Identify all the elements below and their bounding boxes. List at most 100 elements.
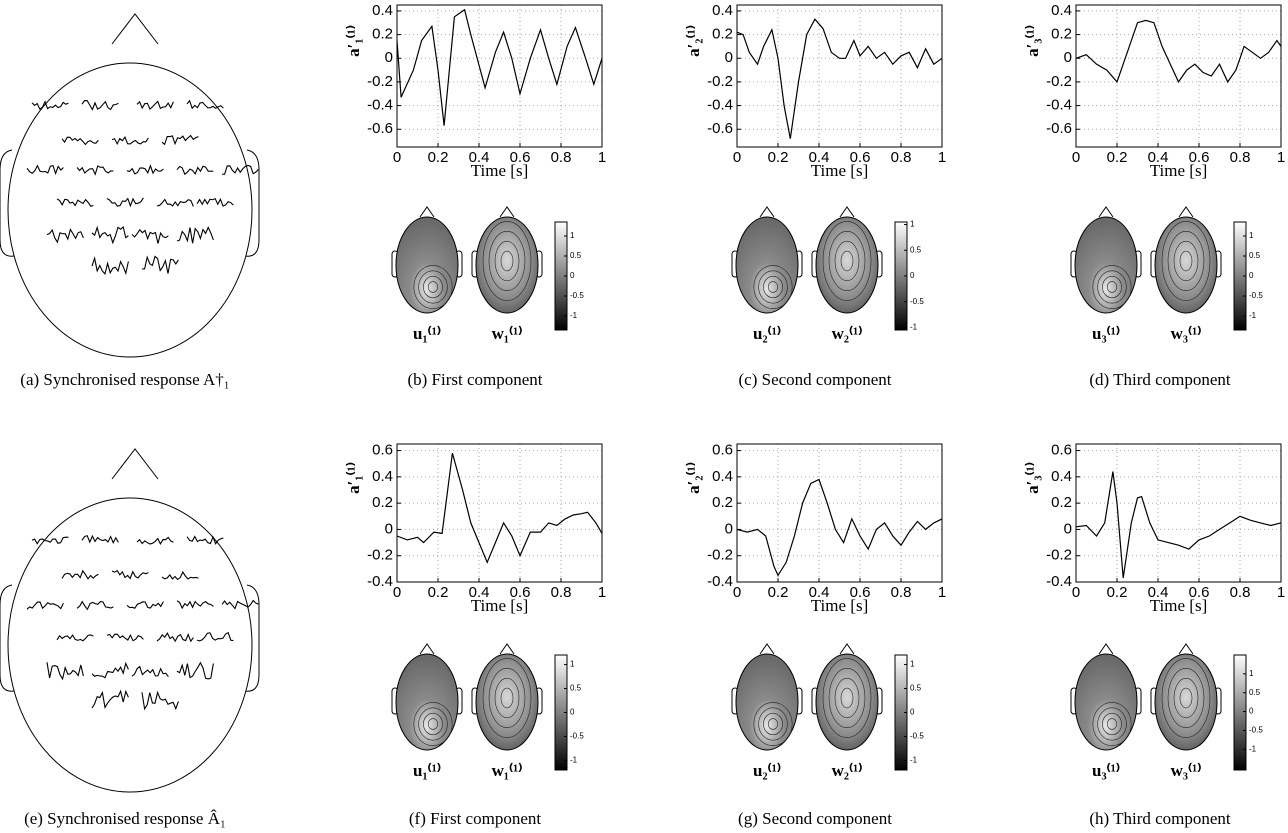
colorbar-tick-label: 1	[910, 220, 915, 229]
y-tick-label: 0.2	[712, 26, 733, 43]
eeg-trace	[91, 225, 129, 245]
contour	[1161, 221, 1211, 301]
line	[396, 453, 603, 564]
y-tick-label: 0.6	[1051, 442, 1072, 459]
eeg-trace	[131, 228, 169, 244]
plot-frame	[1075, 443, 1282, 583]
x-tick-label: 0.2	[1107, 584, 1128, 601]
x-tick-label: 0.4	[1148, 584, 1169, 601]
eeg-trace	[126, 601, 164, 609]
x-tick-label: 0.4	[809, 584, 830, 601]
x-tick-label: 0.4	[809, 149, 830, 166]
eeg-trace	[186, 535, 224, 545]
eeg-trace	[156, 198, 194, 207]
contour	[753, 265, 793, 309]
x-tick-label: 0.2	[768, 149, 789, 166]
contour	[1161, 658, 1211, 738]
colorbar-tick-label: 1	[570, 660, 575, 669]
line	[736, 478, 943, 577]
colorbar-tick-label: 0	[910, 271, 915, 280]
eeg-trace	[136, 100, 174, 111]
x-tick-label: 0	[733, 584, 741, 601]
map-label: w₁⁽¹⁾	[492, 324, 523, 343]
eeg-trace	[61, 136, 99, 146]
colorbar-tick-label: -1	[570, 756, 578, 765]
topomap	[1154, 216, 1218, 314]
y-tick-label: 0.2	[372, 26, 393, 43]
map-nose	[1098, 643, 1114, 655]
eeg-trace	[136, 536, 174, 545]
contour	[427, 281, 439, 293]
y-tick-label: 0.4	[712, 2, 733, 19]
colorbar-tick-label: -1	[1249, 744, 1257, 753]
contour	[500, 687, 514, 709]
eeg-trace	[76, 600, 114, 611]
y-tick-label: -0.4	[367, 97, 393, 114]
y-tick-label: -0.6	[1046, 120, 1072, 137]
x-tick-label: 0	[393, 149, 401, 166]
eeg-trace	[76, 165, 114, 176]
colorbar-tick-label: 0.5	[1249, 251, 1261, 260]
eeg-trace	[131, 665, 169, 678]
contour	[500, 250, 514, 272]
colorbar-tick-label: -1	[570, 311, 578, 320]
map-nose	[419, 206, 435, 218]
contour	[763, 712, 783, 736]
contour	[828, 667, 866, 728]
contour	[427, 718, 439, 730]
eeg-trace	[196, 197, 234, 207]
eeg-trace	[91, 256, 129, 276]
caption: (g) Second component	[738, 809, 892, 828]
line	[396, 8, 603, 126]
x-tick-label: 1	[938, 149, 946, 166]
x-tick-label: 0	[733, 149, 741, 166]
eeg-trace	[81, 100, 119, 111]
map-label: u₁⁽¹⁾	[413, 761, 441, 780]
contour	[1173, 677, 1199, 719]
colorbar-tick-label: -1	[1249, 311, 1257, 320]
eeg-trace	[176, 226, 214, 244]
contour	[423, 712, 443, 736]
colorbar-tick-label: 0	[570, 708, 575, 717]
colorbar-tick-label: 0.5	[910, 684, 922, 693]
caption: (c) Second component	[739, 370, 892, 389]
eeg-trace	[26, 601, 64, 610]
eeg-trace	[91, 661, 129, 679]
y-tick-label: 0.6	[372, 442, 393, 459]
map-label: w₁⁽¹⁾	[492, 761, 523, 780]
contour	[1102, 712, 1122, 736]
x-tick-label: 0.2	[428, 584, 449, 601]
contour	[1167, 231, 1205, 292]
contour	[1106, 718, 1118, 730]
eeg-trace	[141, 690, 179, 711]
map-nose	[1178, 206, 1194, 218]
eeg-trace	[26, 164, 64, 176]
y-tick-label: 0.2	[1051, 494, 1072, 511]
map-nose	[839, 643, 855, 655]
plot-frame	[736, 4, 943, 148]
eeg-trace	[56, 198, 94, 208]
topomap	[1154, 653, 1218, 751]
contour	[1179, 250, 1193, 272]
contour	[413, 265, 453, 309]
x-tick-label: 0.2	[1107, 149, 1128, 166]
contour	[840, 250, 854, 272]
contour	[758, 270, 788, 304]
y-tick-label: -0.4	[1046, 97, 1072, 114]
y-tick-label: -0.6	[707, 120, 733, 137]
caption: (h) Third component	[1089, 809, 1231, 828]
map-label: u₁⁽¹⁾	[413, 324, 441, 343]
contour	[753, 702, 793, 746]
x-tick-label: 0.8	[551, 149, 572, 166]
colorbar-tick-label: 0	[910, 708, 915, 717]
y-tick-label: -0.4	[367, 573, 393, 590]
eeg-trace	[156, 632, 194, 643]
x-tick-label: 0	[393, 584, 401, 601]
contour	[1097, 707, 1127, 741]
contour	[828, 231, 866, 292]
eeg-trace	[196, 631, 234, 642]
colorbar-tick-label: 0.5	[570, 251, 582, 260]
map-nose	[499, 206, 515, 218]
contour	[822, 658, 872, 738]
y-tick-label: 0.4	[372, 468, 393, 485]
